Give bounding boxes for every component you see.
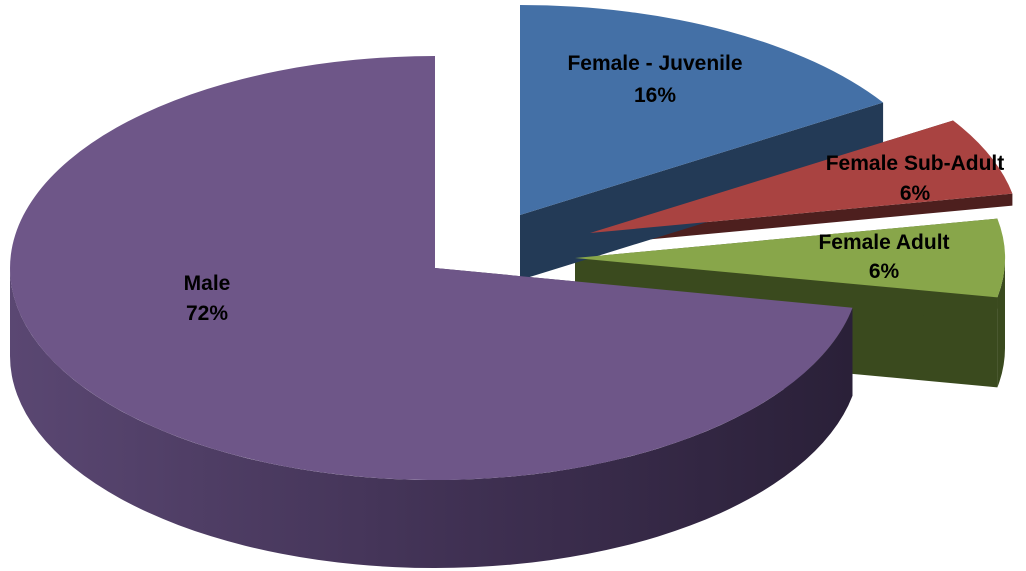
slice-tops	[10, 4, 1013, 481]
slice-male-rim	[9, 268, 853, 569]
slice-male-top	[10, 56, 853, 481]
label-female-juvenile-percent: 16%	[634, 84, 676, 107]
label-male-name: Male	[184, 272, 231, 295]
label-female-subadult-percent: 6%	[900, 182, 931, 205]
label-female-adult-percent: 6%	[869, 260, 900, 283]
label-female-juvenile-name: Female - Juvenile	[567, 52, 742, 75]
slice-female-adult-top	[575, 218, 1006, 298]
slice-female-subadult-wall-end	[590, 193, 1013, 245]
slice-female-subadult-top	[590, 120, 1013, 233]
slice-female-adult-rim	[997, 258, 1006, 388]
label-female-adult-name: Female Adult	[818, 231, 949, 254]
label-female-subadult-name: Female Sub-Adult	[826, 152, 1005, 175]
slice-female-juvenile-wall-end	[520, 102, 884, 280]
slice-female-juvenile-top	[520, 4, 884, 215]
label-male-percent: 72%	[186, 302, 228, 325]
slice-labels: Female - Juvenile 16% Female Sub-Adult 6…	[184, 52, 1005, 325]
